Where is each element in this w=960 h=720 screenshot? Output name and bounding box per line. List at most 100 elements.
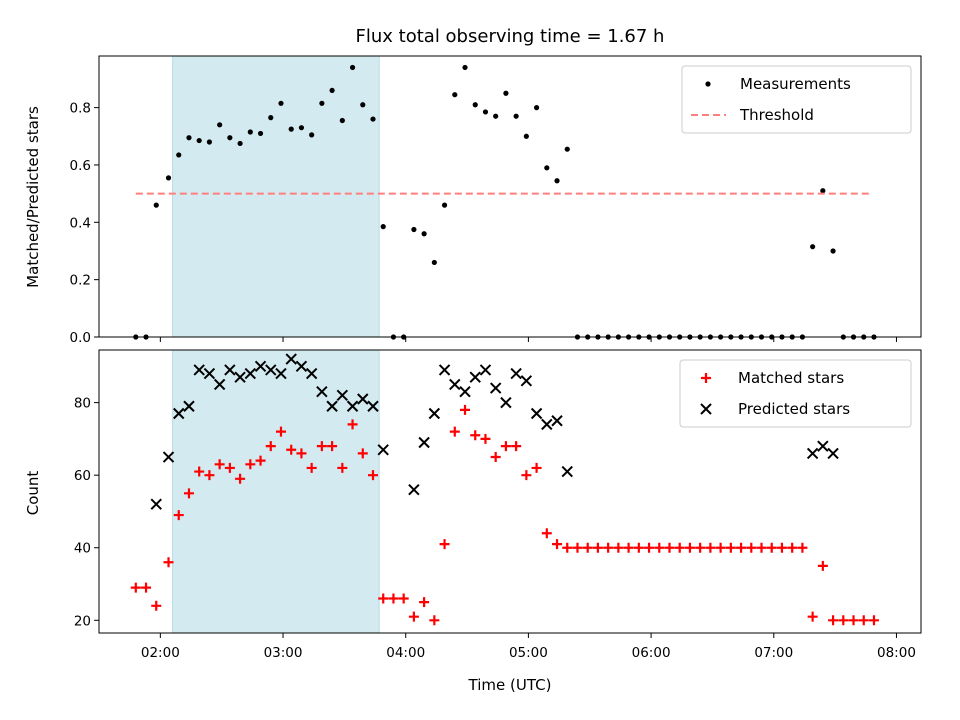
top-series-measurements-point <box>564 146 570 152</box>
top-series-measurements-point <box>370 116 376 122</box>
bottom-series-matched-stars-point <box>746 542 757 553</box>
top-series-measurements-point <box>380 224 386 230</box>
x-tick-label: 07:00 <box>754 645 793 661</box>
bottom-series-predicted-stars-point <box>520 375 533 387</box>
top-series-measurements-point <box>257 130 264 137</box>
top-series-measurements-point <box>176 152 182 158</box>
top-series-measurements-point <box>217 122 223 128</box>
bottom-series-matched-stars-point <box>296 448 307 459</box>
bottom-series-matched-stars-point <box>173 510 184 521</box>
bottom-series-matched-stars-point <box>654 542 665 553</box>
bottom-series-predicted-stars-point <box>479 364 492 376</box>
bottom-series-predicted-stars-point <box>428 407 441 420</box>
bottom-series-predicted-stars-point <box>213 378 226 391</box>
bottom-series-predicted-stars-point <box>173 407 185 420</box>
top-series-measurements-point <box>339 117 345 124</box>
bottom-series-matched-stars-point <box>224 462 235 473</box>
bottom-series-matched-stars-point <box>695 542 706 553</box>
bottom-series-predicted-stars-point <box>305 367 318 380</box>
bottom-series-matched-stars-point <box>511 441 522 452</box>
bottom-series-predicted-stars-point <box>530 407 543 420</box>
bottom-series-predicted-stars-point <box>377 444 389 456</box>
top-series-measurements-point <box>533 105 540 111</box>
top-series-measurements-point <box>349 64 356 71</box>
bottom-series-predicted-stars-point <box>183 400 195 412</box>
bottom-series-matched-stars-point <box>705 542 716 553</box>
top-series-measurements-point <box>247 129 253 135</box>
bottom-series-matched-stars-point <box>439 539 450 550</box>
bottom-legend-matched-stars-label: Matched stars <box>738 369 844 387</box>
bottom-series-matched-stars-point <box>644 542 655 553</box>
top-panel-ylabel: Matched/Predicted stars <box>24 106 42 288</box>
top-series-measurements-point <box>493 113 499 119</box>
bottom-series-matched-stars-point <box>275 426 286 437</box>
bottom-series-predicted-stars-point <box>254 360 267 373</box>
top-y-tick-label: 0.2 <box>70 273 91 289</box>
bottom-series-matched-stars-point <box>204 470 215 481</box>
bottom-series-matched-stars-point <box>183 488 194 499</box>
bottom-series-matched-stars-point <box>429 615 440 626</box>
bottom-series-predicted-stars-point <box>561 465 573 478</box>
bottom-series-matched-stars-point <box>151 600 162 611</box>
bottom-y-tick-label: 80 <box>74 396 91 412</box>
bottom-series-matched-stars-point <box>327 441 338 452</box>
top-series-measurements-point <box>165 175 172 181</box>
bottom-series-predicted-stars-point <box>438 364 451 376</box>
top-y-tick-label: 0.0 <box>70 330 91 346</box>
top-legend-measurements-label: Measurements <box>740 75 851 93</box>
bottom-series-matched-stars-point <box>419 597 430 608</box>
bottom-series-matched-stars-point <box>828 615 839 626</box>
bottom-series-matched-stars-point <box>480 433 491 444</box>
bottom-series-predicted-stars-point <box>500 396 512 409</box>
bottom-series-predicted-stars-point <box>336 389 349 402</box>
top-series-measurements-point <box>237 140 243 147</box>
bottom-series-matched-stars-point <box>235 473 246 484</box>
top-series-measurements-point <box>462 64 468 71</box>
bottom-series-matched-stars-point <box>408 611 419 622</box>
top-series-measurements-point <box>503 90 509 96</box>
top-series-measurements-point <box>554 178 560 184</box>
top-series-measurements-point <box>523 133 529 139</box>
x-tick-label: 02:00 <box>141 645 180 661</box>
top-legend-measurements-swatch <box>705 81 711 87</box>
top-series-measurements-point <box>441 202 448 208</box>
bottom-series-matched-stars-point <box>337 462 348 473</box>
top-series-measurements-point <box>186 135 192 141</box>
top-series-measurements-point <box>309 132 315 138</box>
bottom-series-predicted-stars-point <box>162 451 175 463</box>
top-legend <box>681 65 912 134</box>
top-series-measurements-point <box>482 109 489 115</box>
bottom-series-predicted-stars-point <box>316 386 328 398</box>
bottom-series-predicted-stars-point <box>295 360 308 373</box>
top-series-measurements-point <box>544 165 550 171</box>
bottom-series-matched-stars-point <box>398 593 409 604</box>
bottom-series-matched-stars-point <box>490 452 501 463</box>
bottom-series-matched-stars-point <box>255 455 266 466</box>
bottom-series-matched-stars-point <box>633 542 644 553</box>
bottom-series-matched-stars-point <box>552 539 563 550</box>
top-series-measurements-point <box>153 202 159 208</box>
bottom-series-predicted-stars-point <box>418 436 430 449</box>
bottom-legend-predicted-stars-swatch <box>700 403 712 415</box>
bottom-series-predicted-stars-point <box>489 382 502 394</box>
bottom-series-predicted-stars-point <box>346 400 359 412</box>
top-series-measurements-point <box>452 92 458 98</box>
x-tick-label: 04:00 <box>386 645 425 661</box>
top-series-measurements-point <box>206 139 213 145</box>
bottom-series-predicted-stars-point <box>326 400 338 412</box>
x-tick-label: 08:00 <box>877 645 916 661</box>
bottom-series-matched-stars-point <box>388 593 399 604</box>
bottom-series-predicted-stars-point <box>367 400 379 412</box>
top-y-tick-label: 0.6 <box>70 158 91 174</box>
bottom-legend-matched-stars-swatch <box>701 373 711 383</box>
bottom-series-predicted-stars-point <box>541 418 553 431</box>
bottom-series-matched-stars-point <box>265 441 276 452</box>
top-series-measurements-point <box>360 102 366 108</box>
top-series-measurements-point <box>268 115 274 121</box>
bottom-series-predicted-stars-point <box>551 415 563 427</box>
bottom-series-matched-stars-point <box>858 615 869 626</box>
bottom-series-predicted-stars-point <box>224 364 236 376</box>
bottom-series-matched-stars-point <box>541 528 552 539</box>
top-series-measurements-point <box>431 259 437 266</box>
bottom-series-matched-stars-point <box>838 615 849 626</box>
